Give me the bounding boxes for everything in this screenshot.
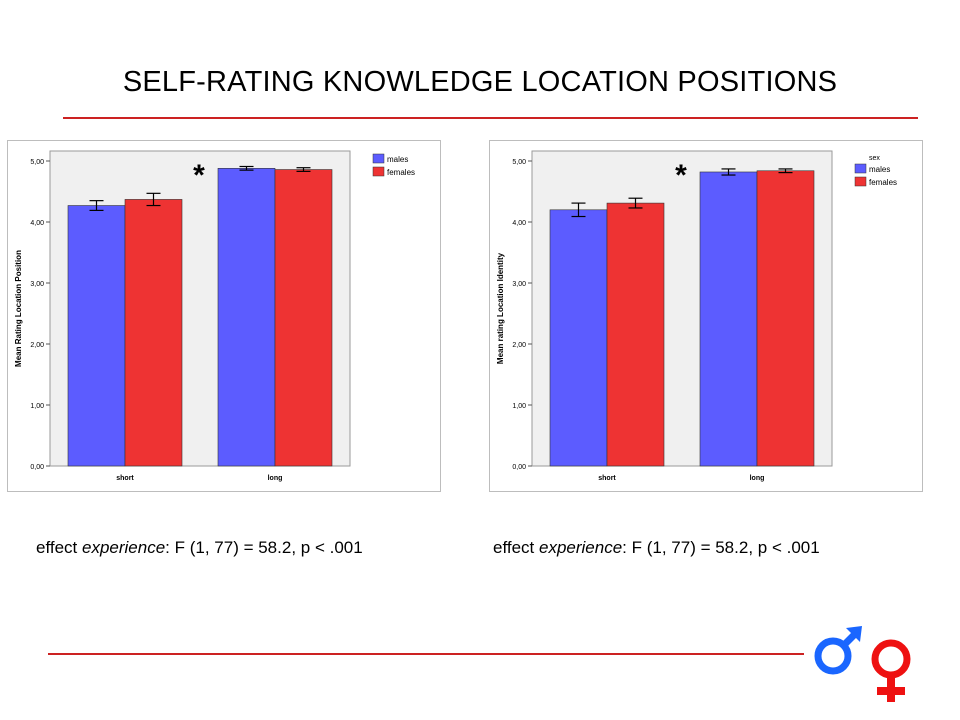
bar-females-long (274, 169, 333, 467)
y-tick-label: 4,00 (30, 220, 44, 227)
legend-swatch-males (854, 163, 867, 174)
stat-suffix: : F (1, 77) = 58.2, p < .001 (165, 538, 363, 557)
x-tick-label: long (268, 475, 283, 482)
stat-line-right: effect experience: F (1, 77) = 58.2, p <… (493, 538, 820, 558)
x-tick-label: short (598, 475, 616, 482)
y-tick-label: 3,00 (512, 281, 526, 288)
y-tick-label: 1,00 (30, 403, 44, 410)
y-tick-label: 0,00 (512, 464, 526, 471)
stat-emphasis: experience (82, 538, 166, 557)
legend-label-females: females (387, 168, 415, 177)
y-tick-label: 4,00 (512, 220, 526, 227)
x-tick-label: short (116, 475, 134, 482)
stat-emphasis: experience (539, 538, 623, 557)
y-axis-label: Mean Rating Location Position (14, 250, 23, 367)
legend-swatch-females (372, 166, 385, 177)
y-tick-label: 5,00 (512, 159, 526, 166)
chart-location-identity: 0,00 1,00 2,00 3,00 4,00 5,00 Mean rating Loca… (489, 140, 923, 492)
slide-title: SELF-RATING KNOWLEDGE LOCATION POSITIONS (122, 66, 838, 98)
bar-females-short (606, 202, 665, 467)
gender-icons (810, 624, 920, 714)
x-tick-label: long (750, 475, 765, 482)
y-tick-label: 1,00 (512, 403, 526, 410)
gender-icons-svg (814, 626, 911, 702)
bar-males-short (549, 209, 608, 467)
significance-annotation: * (675, 159, 687, 192)
y-axis-label: Mean rating Location Identity (496, 252, 505, 364)
title-divider (63, 117, 918, 119)
bar-males-long (699, 171, 758, 467)
stat-suffix: : F (1, 77) = 58.2, p < .001 (622, 538, 820, 557)
chart-svg: 0,00 1,00 2,00 3,00 4,00 5,00 Mean rating Loca… (496, 150, 897, 482)
legend-swatch-females (854, 176, 867, 187)
bar-females-long (756, 170, 815, 467)
legend-label-males: males (869, 165, 890, 174)
legend-swatch-males (372, 153, 385, 164)
stat-prefix: effect (493, 538, 539, 557)
y-tick-label: 2,00 (30, 342, 44, 349)
legend-label-females: females (869, 178, 897, 187)
male-symbol-icon (814, 626, 862, 675)
y-tick-label: 3,00 (30, 281, 44, 288)
significance-annotation: * (193, 159, 205, 192)
footer-divider (48, 653, 804, 655)
chart-svg: 0,00 1,00 2,00 3,00 4,00 5,00 Mean Rating Loca… (14, 150, 415, 482)
legend-label-males: males (387, 155, 408, 164)
stat-line-left: effect experience: F (1, 77) = 58.2, p <… (36, 538, 363, 558)
chart-location-position: 0,00 1,00 2,00 3,00 4,00 5,00 Mean Rating Loca… (7, 140, 441, 492)
bar-females-short (124, 199, 183, 467)
stat-prefix: effect (36, 538, 82, 557)
y-tick-label: 0,00 (30, 464, 44, 471)
bar-males-short (67, 205, 126, 467)
legend-title: sex (869, 155, 880, 162)
bar-males-long (217, 168, 276, 467)
y-tick-label: 5,00 (30, 159, 44, 166)
y-tick-label: 2,00 (512, 342, 526, 349)
female-symbol-icon (871, 639, 911, 702)
